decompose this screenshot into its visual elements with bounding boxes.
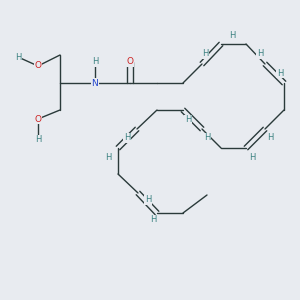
Text: H: H bbox=[145, 196, 151, 205]
Text: O: O bbox=[127, 58, 134, 67]
Text: H: H bbox=[92, 58, 98, 67]
Text: H: H bbox=[105, 154, 111, 163]
Text: O: O bbox=[34, 61, 41, 70]
Text: H: H bbox=[185, 116, 191, 124]
Text: H: H bbox=[257, 50, 263, 58]
Text: H: H bbox=[267, 134, 273, 142]
Text: H: H bbox=[150, 215, 156, 224]
Text: H: H bbox=[35, 136, 41, 145]
Text: H: H bbox=[229, 32, 235, 40]
Text: H: H bbox=[124, 134, 130, 142]
Text: H: H bbox=[277, 68, 283, 77]
Text: H: H bbox=[249, 154, 255, 163]
Text: N: N bbox=[92, 79, 98, 88]
Text: H: H bbox=[204, 134, 210, 142]
Text: H: H bbox=[202, 50, 208, 58]
Text: H: H bbox=[15, 52, 21, 62]
Text: O: O bbox=[34, 115, 41, 124]
